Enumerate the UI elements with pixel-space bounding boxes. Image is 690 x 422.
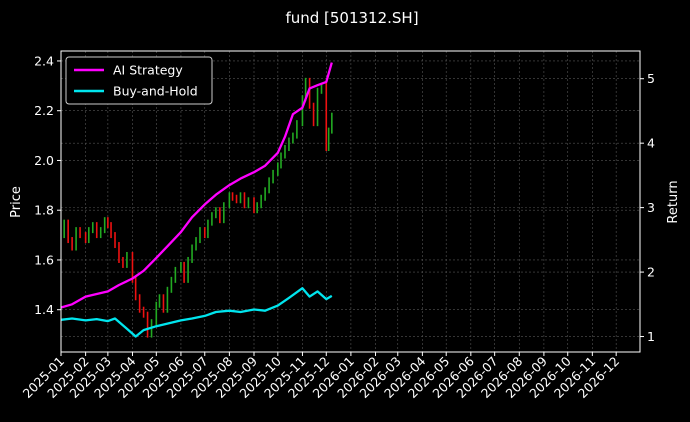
y-tick-label-right: 2 [647, 265, 655, 280]
legend-label-buy-and-hold: Buy-and-Hold [113, 84, 198, 99]
ai-strategy-line [60, 62, 333, 309]
y-tick-label-right: 4 [647, 136, 655, 151]
y-tick-label-left: 2.0 [34, 153, 54, 168]
y-tick-label-left: 1.6 [34, 252, 54, 267]
chart-title: fund [501312.SH] [285, 9, 418, 27]
legend: AI Strategy Buy-and-Hold [65, 56, 213, 105]
y-tick-label-left: 2.2 [34, 103, 54, 118]
y-tick-label-left: 2.4 [34, 53, 54, 68]
series-lines [60, 62, 333, 338]
y-tick-label-right: 3 [647, 200, 655, 215]
y-tick-label-right: 1 [647, 329, 655, 344]
y-axis-left-label: Price [9, 186, 24, 218]
y-tick-label-right: 5 [647, 71, 655, 86]
y-tick-label-left: 1.4 [34, 302, 54, 317]
y-axis-right-label: Return [666, 180, 681, 223]
legend-label-ai-strategy: AI Strategy [113, 63, 183, 78]
y-tick-label-left: 1.8 [34, 203, 54, 218]
buy-and-hold-line [60, 287, 333, 338]
